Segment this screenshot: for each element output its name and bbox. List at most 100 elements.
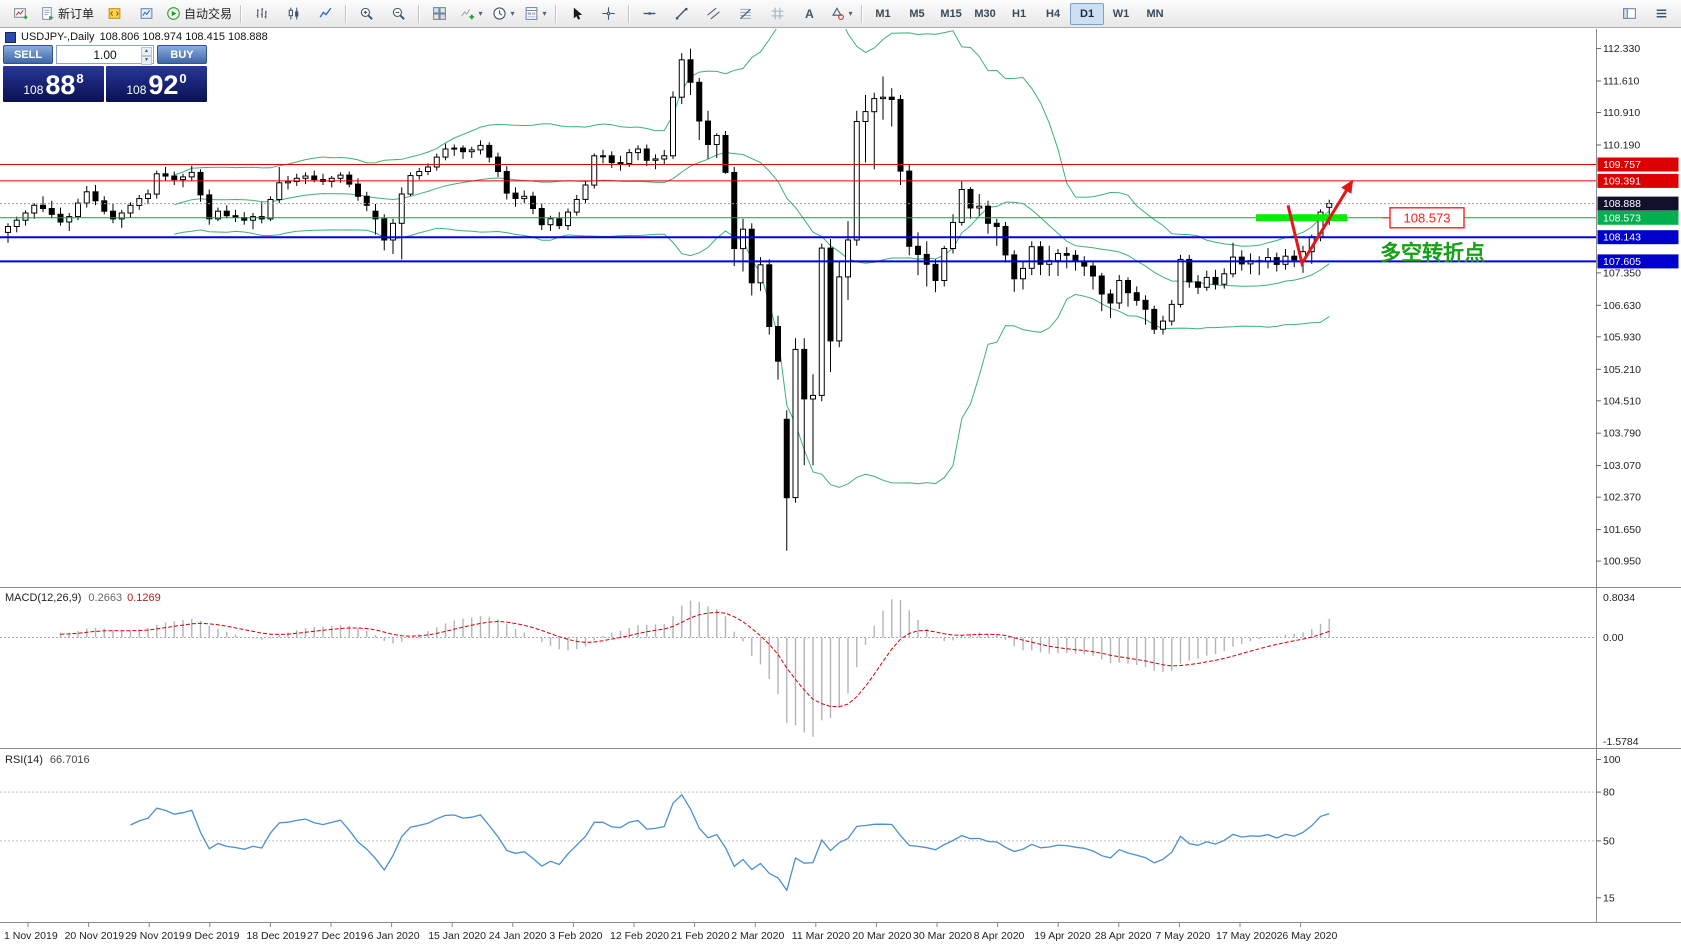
price-callout-text: 108.573 [1404,210,1451,225]
macd-main-value: 0.2663 [88,592,123,604]
price-axis-tag-text: 109.391 [1603,175,1641,187]
autotrading-icon [167,7,180,20]
time-axis-label: 20 Nov 2019 [65,930,125,942]
chart-icon [5,31,16,43]
tile-windows-button[interactable] [423,2,455,26]
time-axis[interactable] [0,923,1596,949]
zoom-in-button[interactable] [350,2,382,26]
rsi-line[interactable] [130,793,1330,892]
periods-button[interactable]: ▾ [487,2,519,26]
price-axis-tag [1597,173,1679,188]
trend-arrow[interactable] [1286,179,1354,268]
time-axis-label: 15 Jan 2020 [428,930,486,942]
timeframe-m5-button[interactable]: M5 [909,7,925,20]
price-axis[interactable] [1597,29,1681,922]
volume-input[interactable]: 1.00 ▲ ▼ [56,45,154,65]
price-axis-label: 100.950 [1603,556,1641,568]
volume-spinner[interactable]: ▲ ▼ [141,47,152,65]
macd-pane-splitter[interactable] [0,586,1681,590]
time-axis-label: 19 Apr 2020 [1034,930,1091,942]
macd-signal-value: 0.1269 [127,592,161,604]
timeframe-w1-button[interactable]: W1 [1112,7,1130,20]
fibonacci-tool-button[interactable] [729,2,761,26]
rsi-pane-splitter[interactable] [0,748,1681,752]
indicators-button[interactable]: ▾ [455,2,487,26]
timeframe-mn-button[interactable]: MN [1146,7,1164,20]
toolbar-separator [240,4,242,23]
time-axis-label: 18 Dec 2019 [246,930,306,942]
candle-chart-mode-button[interactable] [277,2,309,26]
timeframe-m30-button[interactable]: M30 [974,7,996,20]
periods-dropdown-icon[interactable]: ▾ [510,9,515,18]
one-click-trading-panel: SELL 1.00 ▲ ▼ BUY 108 88 8 108 [3,45,207,102]
metaeditor-button[interactable] [98,2,130,26]
timeframe-d1-button[interactable]: D1 [1070,2,1105,25]
chart-canvas[interactable]: 108.573 多空转折点 112.330 111.610 110.910 110.190… [0,29,1681,949]
shapes-tool-button[interactable]: ▾ [825,2,857,26]
time-axis-label: 12 Feb 2020 [610,930,669,942]
buy-button[interactable]: BUY [157,45,207,64]
bid-price-display[interactable]: 108 88 8 [3,66,104,102]
line-icon [319,7,331,18]
price-axis-label: 102.370 [1603,492,1641,504]
crosshair-tool-button[interactable] [592,2,624,26]
fibonacci-icon [739,8,751,19]
zoom-out-button[interactable] [382,2,414,26]
trendline-tool-button[interactable] [665,2,697,26]
rsi-indicator-label: RSI(14) 66.7016 [5,754,90,766]
timeframe-m1-button[interactable]: M1 [875,7,891,20]
market-watch-icon [140,8,152,19]
macd-axis-label: 0.00 [1603,632,1624,644]
grid-tool-button[interactable] [761,2,793,26]
macd-signal-line[interactable] [60,611,1330,708]
line-chart-mode-button[interactable] [309,2,341,26]
templates-button[interactable]: ▾ [519,2,551,26]
timeframe-m15-button[interactable]: M15 [940,7,962,20]
new-order-label: 新订单 [58,7,95,21]
time-axis-label: 7 May 2020 [1155,930,1210,942]
chart-profile-button[interactable] [1613,2,1645,26]
time-axis-label: 2 Mar 2020 [731,930,784,942]
shapes-icon [831,7,844,20]
bid-pip: 8 [76,71,84,86]
indicators-dropdown-icon[interactable]: ▾ [478,9,483,18]
toolbar-separator [345,4,347,23]
templates-dropdown-icon[interactable]: ▾ [542,9,547,18]
ask-pip: 0 [179,71,187,86]
volume-up-icon[interactable]: ▲ [141,47,152,56]
time-axis-label: 9 Dec 2019 [186,930,240,942]
bar-chart-mode-button[interactable] [245,2,277,26]
cursor-tool-button[interactable] [560,2,592,26]
price-axis-label: 101.650 [1603,524,1641,536]
chart-region[interactable]: 108.573 多空转折点 112.330 111.610 110.910 110.190… [0,29,1681,949]
annotation-note-text[interactable]: 多空转折点 [1380,241,1485,265]
price-axis-tag [1597,254,1679,269]
price-callout-box[interactable] [1389,207,1465,229]
new-order-button[interactable]: 新订单 [36,2,98,26]
trendline-icon [675,7,688,20]
text-tool-button[interactable]: A [793,2,825,26]
market-watch-button[interactable] [130,2,162,26]
ask-price-display[interactable]: 108 92 0 [106,66,207,102]
text-icon: A [805,7,814,21]
autotrading-button[interactable]: 自动交易 [162,2,236,26]
candles [5,48,1333,551]
time-axis-label: 8 Apr 2020 [974,930,1025,942]
timeframe-h4-button[interactable]: H4 [1046,7,1061,20]
macd-axis-label: 0.8034 [1603,592,1635,604]
channel-tool-button[interactable] [697,2,729,26]
shapes-tool-dropdown-icon[interactable]: ▾ [848,9,853,18]
metaeditor-icon [108,8,120,19]
new-order-icon [42,7,54,20]
crosshair-icon [601,7,615,20]
horizontal-line-tool-button[interactable] [633,2,665,26]
toolbar-menu-button[interactable] [1645,2,1677,26]
volume-down-icon[interactable]: ▼ [141,56,152,65]
timeframe-h1-button[interactable]: H1 [1012,7,1027,20]
sell-button[interactable]: SELL [3,45,53,64]
toolbar-separator [418,4,420,23]
bollinger-band-line[interactable] [174,29,1330,247]
new-chart-button[interactable] [4,2,36,26]
price-axis-label: 106.630 [1603,300,1641,312]
